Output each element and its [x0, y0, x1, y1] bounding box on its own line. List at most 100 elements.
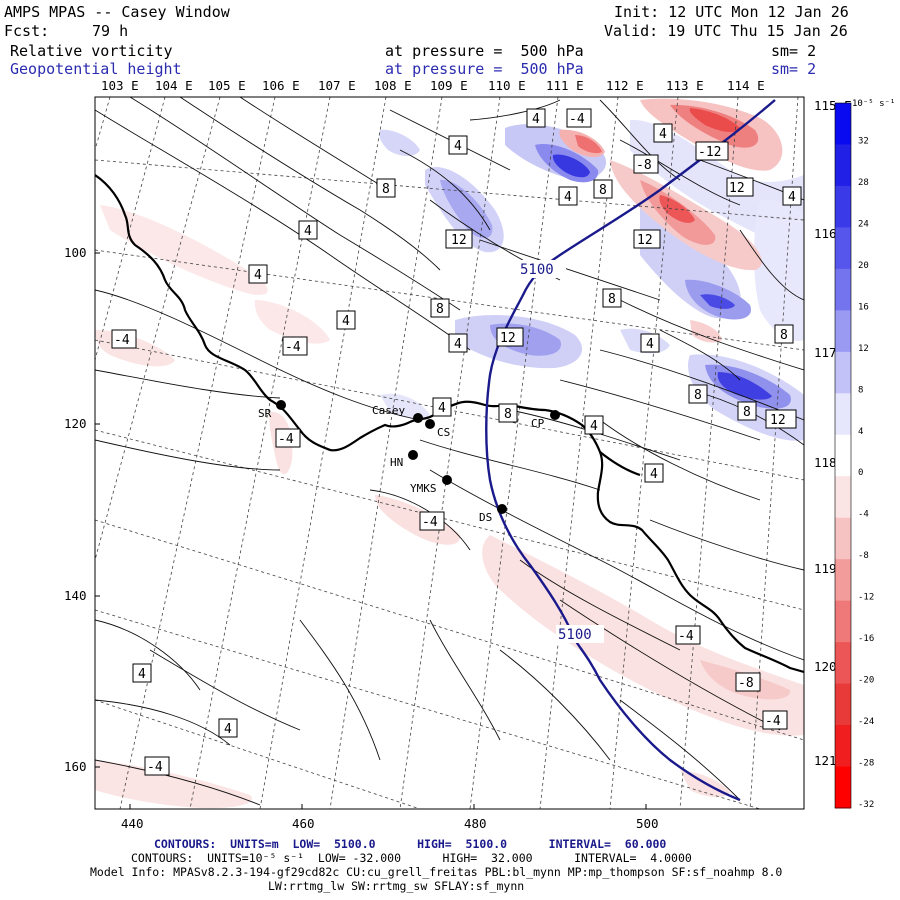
station-label: YMKS [410, 482, 437, 495]
vort-label: -4 [765, 714, 781, 729]
colorbar-label: 20 [858, 261, 869, 271]
colorbar-swatch [835, 351, 851, 394]
field2-smooth: sm= 2 [771, 60, 817, 78]
colorbar-label: 32 [858, 136, 869, 146]
lon-label: 113 E [666, 78, 704, 93]
vort-label: 8 [694, 388, 702, 403]
vort-label: 4 [454, 139, 462, 154]
station-label: CP [531, 417, 545, 430]
lon-label: 104 E [155, 78, 193, 93]
plot-title: AMPS MPAS -- Casey Window [4, 3, 230, 21]
colorbar-label: -4 [858, 510, 869, 520]
vort-label: 4 [138, 667, 146, 682]
vort-label: 8 [780, 328, 788, 343]
vort-label: 12 [637, 233, 653, 248]
footer-vorticity-contours: CONTOURS: UNITS=10⁻⁵ s⁻¹ LOW= -32.000 HI… [131, 851, 692, 865]
vort-label: 4 [438, 401, 446, 416]
lon-label: 103 E [101, 78, 139, 93]
colorbar-swatch [835, 517, 851, 560]
vort-label: 4 [224, 722, 232, 737]
colorbar-swatch [835, 227, 851, 270]
vort-label: 8 [608, 292, 616, 307]
y-tick-label: 120 [64, 416, 87, 431]
lon-label: 114 E [727, 78, 765, 93]
lon-label: 111 E [546, 78, 584, 93]
colorbar-swatch [835, 393, 851, 436]
stations: SR Casey CS HN YMKS DS CP [258, 400, 560, 524]
colorbar-label: -8 [858, 551, 869, 561]
valid-time: Valid: 19 UTC Thu 15 Jan 26 [604, 22, 848, 40]
vort-label: -4 [678, 629, 694, 644]
colorbar-label: 16 [858, 302, 869, 312]
height-label: 5100 [558, 627, 592, 643]
vort-label: 4 [254, 268, 262, 283]
vort-label: -4 [278, 432, 294, 447]
vort-label: 8 [436, 302, 444, 317]
colorbar-label: -24 [858, 717, 874, 727]
y-tick-label: 160 [64, 759, 87, 774]
vort-label: 12 [500, 331, 516, 346]
vorticity-labels: 4 -4 4 8 12 -8 -12 12 8 4 8 4 12 8 4 -4 … [111, 108, 802, 776]
colorbar-swatch [835, 103, 851, 145]
station-marker [425, 419, 435, 429]
colorbar-label: -16 [858, 634, 874, 644]
field1-level: at pressure = 500 hPa [385, 42, 584, 60]
footer-physics-info: LW:rrtmg_lw SW:rrtmg_sw SFLAY:sf_mynn [268, 879, 525, 893]
colorbar-label: 12 [858, 344, 869, 354]
colorbar-label: 28 [858, 178, 869, 188]
x-tick-label: 500 [636, 816, 659, 831]
footer-model-info: Model Info: MPASv8.2.3-194-gf29cd82c CU:… [90, 865, 783, 879]
x-tick-label: 480 [464, 816, 487, 831]
station-marker [276, 400, 286, 410]
colorbar-swatch [835, 642, 851, 685]
vort-label: 12 [451, 233, 467, 248]
vort-label: -4 [569, 112, 585, 127]
colorbar-swatch [835, 683, 851, 726]
station-marker [413, 413, 423, 423]
forecast-value: 79 h [92, 22, 129, 40]
lon-label: 112 E [606, 78, 644, 93]
vort-label: 12 [729, 181, 745, 196]
lon-label: 105 E [208, 78, 246, 93]
colorbar-swatch [835, 559, 851, 602]
station-label: DS [479, 511, 492, 524]
vort-label: -8 [738, 676, 754, 691]
x-tick-label: 440 [121, 816, 144, 831]
colorbar-label: 0 [858, 468, 863, 478]
colorbar-label: 8 [858, 385, 863, 395]
station-label: SR [258, 407, 272, 420]
vort-label: 4 [532, 112, 540, 127]
vort-label: 4 [788, 190, 796, 205]
field2-name: Geopotential height [10, 60, 182, 78]
x-tick-label: 460 [292, 816, 315, 831]
lon-label: 108 E [374, 78, 412, 93]
colorbar-swatch [835, 476, 851, 519]
forecast-label: Fcst: [4, 22, 50, 40]
height-label: 5100 [520, 262, 554, 278]
vort-label: 12 [770, 413, 786, 428]
vort-label: -4 [147, 760, 163, 775]
vort-label: 4 [659, 127, 667, 142]
colorbar-label: -20 [858, 676, 874, 686]
vort-label: -4 [285, 340, 301, 355]
vort-label: -4 [114, 333, 130, 348]
vort-label: -8 [636, 158, 652, 173]
station-marker [550, 410, 560, 420]
colorbar-swatch [835, 725, 851, 768]
colorbar-swatch [835, 144, 851, 187]
vort-label: 8 [382, 182, 390, 197]
colorbar-swatch [835, 600, 851, 643]
vort-label: -12 [698, 145, 721, 160]
station-label: Casey [372, 404, 405, 417]
station-label: HN [390, 456, 403, 469]
lon-label: 107 E [318, 78, 356, 93]
plot-frame [94, 96, 805, 810]
geopotential-contour-5100 [485, 99, 776, 802]
vort-label: 4 [564, 190, 572, 205]
lon-label: 109 E [430, 78, 468, 93]
vort-label: 4 [304, 224, 312, 239]
vort-label: 4 [590, 419, 598, 434]
vort-label: 8 [743, 405, 751, 420]
colorbar-swatch [835, 310, 851, 353]
